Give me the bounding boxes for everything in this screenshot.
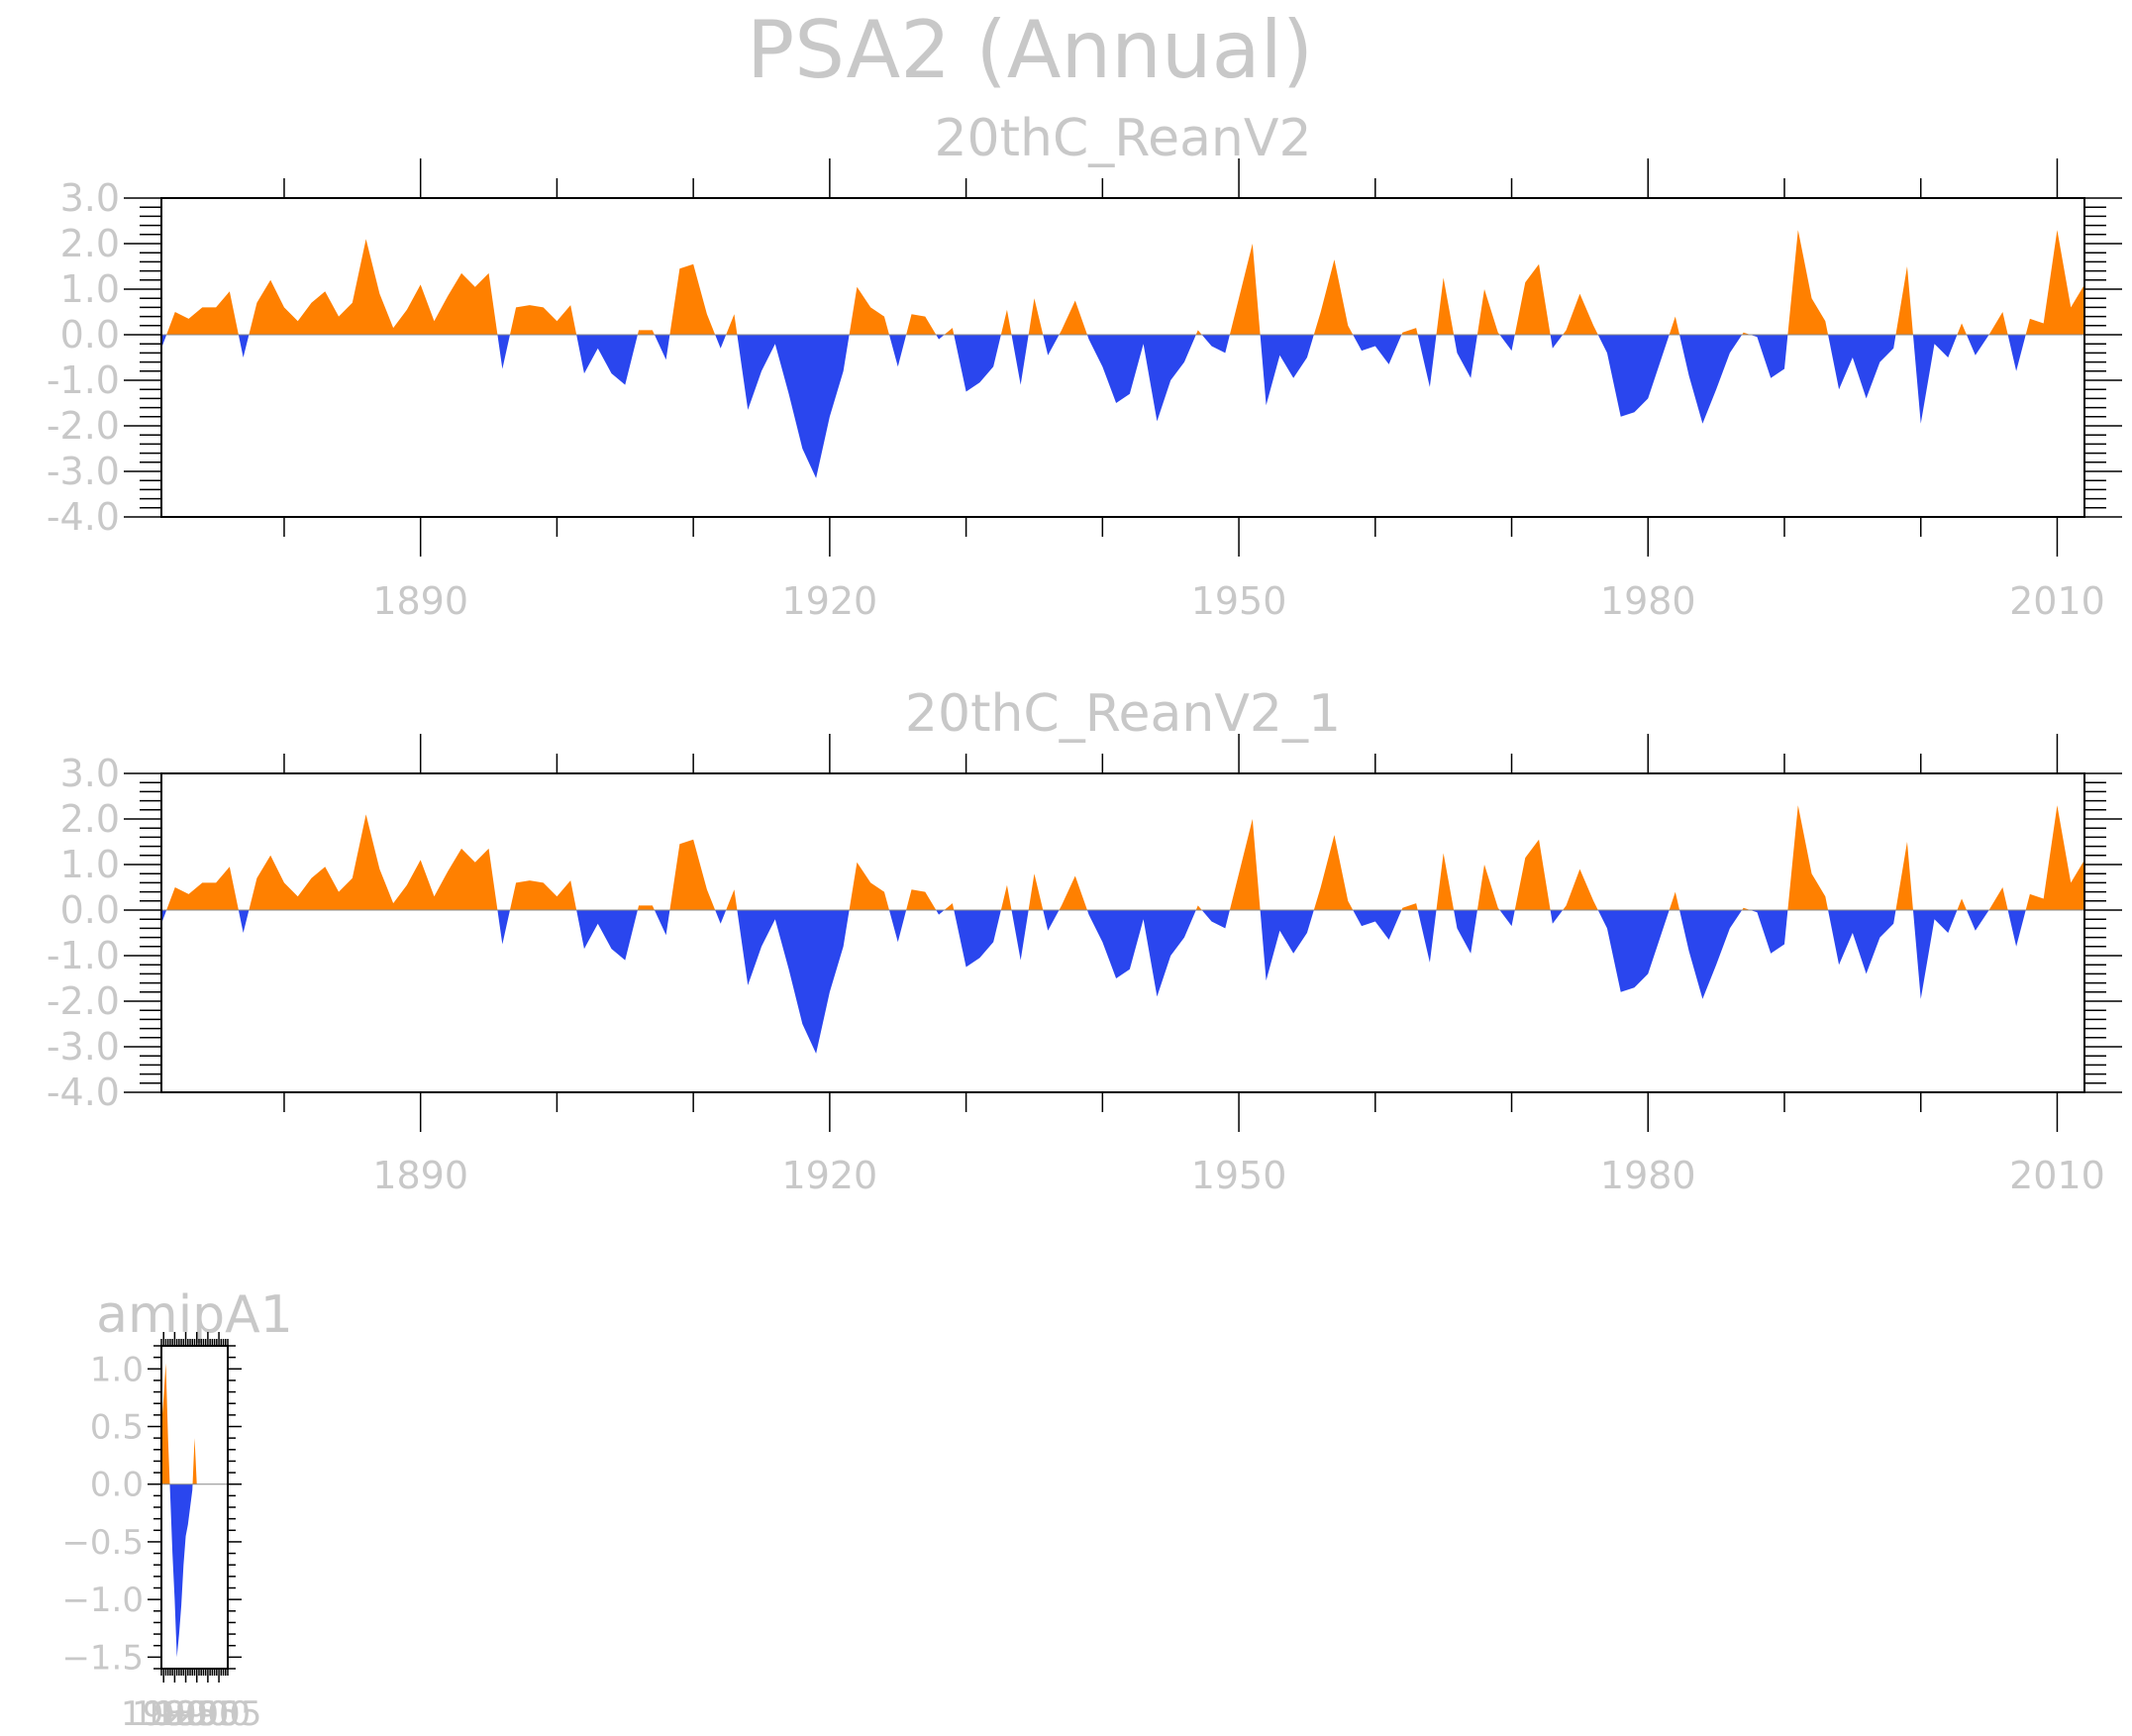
x-tick-label: 1985 [132, 1694, 218, 1734]
y-tick-label: −0.5 [61, 1523, 144, 1563]
x-tick-label: 1990 [143, 1694, 229, 1734]
panel-amipa1: amipA1 1.0 0.5 0.0 −0.5 −1.0 −1.5 1980198519901… [61, 1285, 292, 1734]
y-tick-label: 1.0 [60, 843, 120, 886]
y-tick-label: -4.0 [47, 1071, 120, 1114]
y-tick-label: 3.0 [60, 752, 120, 795]
plot-frame [160, 197, 2085, 518]
y-tick-label: 0.0 [60, 888, 120, 932]
y-tick-label: −1.5 [61, 1638, 144, 1678]
x-tick-label: 2005 [176, 1694, 262, 1734]
x-tick-label: 1950 [1191, 1154, 1287, 1197]
panel-20thc-reanv2-1: 20thC_ReanV2_1 3.02.01.00.0-1.0-2.0-3.0-4… [47, 684, 2122, 1197]
x-tick-label: 1920 [782, 579, 878, 623]
x-tick-label: 1890 [372, 579, 468, 623]
x-tick-label: 2010 [2009, 1154, 2105, 1197]
panel-title: 20thC_ReanV2_1 [905, 684, 1341, 744]
y-tick-label: -2.0 [47, 404, 120, 448]
x-tick-label: 2010 [2009, 579, 2105, 623]
panel-20thc-reanv2: 20thC_ReanV2 3.02.01.00.0-1.0-2.0-3.0-4.0… [47, 109, 2122, 623]
panel-title: 20thC_ReanV2 [934, 109, 1311, 168]
y-tick-label: −1.0 [61, 1581, 144, 1620]
y-tick-label: 0.5 [90, 1408, 144, 1448]
x-tick-label: 2000 [165, 1694, 252, 1734]
x-tick-label: 1950 [1191, 579, 1287, 623]
negative-anomaly-fill [161, 910, 2084, 1054]
positive-anomaly-fill [161, 230, 2084, 335]
y-tick-label: -2.0 [47, 979, 120, 1023]
y-tick-label: -4.0 [47, 495, 120, 539]
x-tick-label: 1980 [1600, 579, 1696, 623]
x-tick-label: 1995 [153, 1694, 240, 1734]
y-tick-label: -3.0 [47, 1025, 120, 1069]
y-tick-label: 2.0 [60, 222, 120, 265]
y-tick-label: -3.0 [47, 450, 120, 493]
y-tick-label: 3.0 [60, 176, 120, 220]
plot-frame [160, 772, 2085, 1093]
x-tick-label: 1920 [782, 1154, 878, 1197]
negative-anomaly-fill [161, 1483, 228, 1658]
y-tick-label: 2.0 [60, 797, 120, 841]
panel-title: amipA1 [96, 1285, 293, 1345]
y-tick-label: 0.0 [90, 1466, 144, 1505]
x-tick-label: 1980 [121, 1694, 207, 1734]
y-tick-label: 1.0 [90, 1350, 144, 1389]
y-tick-label: -1.0 [47, 934, 120, 977]
y-tick-label: 0.0 [60, 313, 120, 357]
y-tick-label: 1.0 [60, 267, 120, 311]
positive-anomaly-fill [161, 1363, 228, 1484]
x-tick-label: 1980 [1600, 1154, 1696, 1197]
y-tick-label: -1.0 [47, 358, 120, 402]
negative-anomaly-fill [161, 335, 2084, 478]
main-title: PSA2 (Annual) [747, 4, 1313, 96]
positive-anomaly-fill [161, 805, 2084, 910]
x-tick-label: 1890 [372, 1154, 468, 1197]
